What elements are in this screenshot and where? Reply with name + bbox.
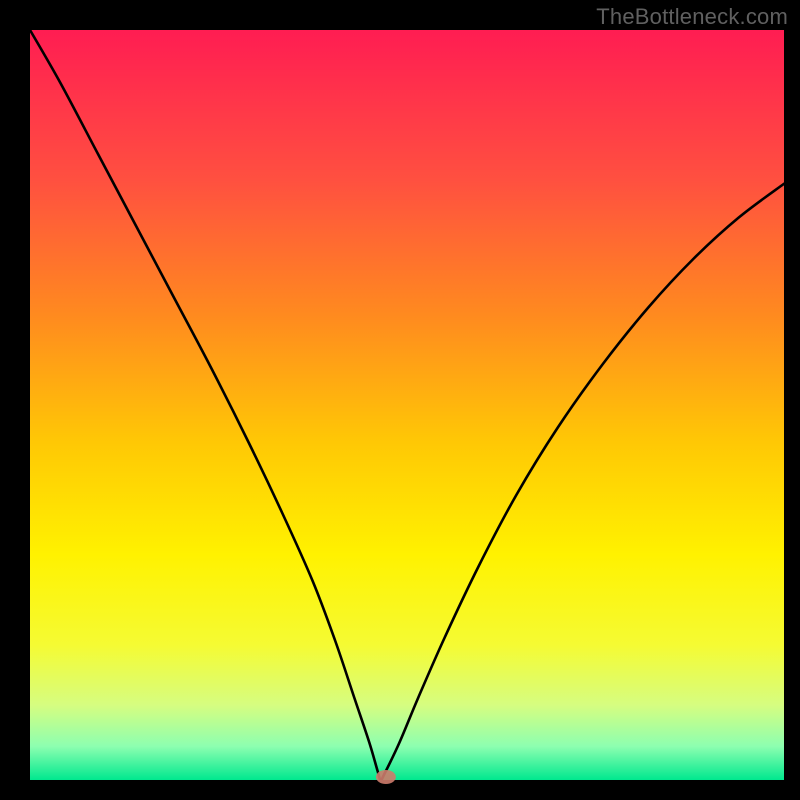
plot-background (30, 30, 784, 780)
min-marker (376, 770, 396, 784)
chart-container: TheBottleneck.com (0, 0, 800, 800)
chart-svg (0, 0, 800, 800)
